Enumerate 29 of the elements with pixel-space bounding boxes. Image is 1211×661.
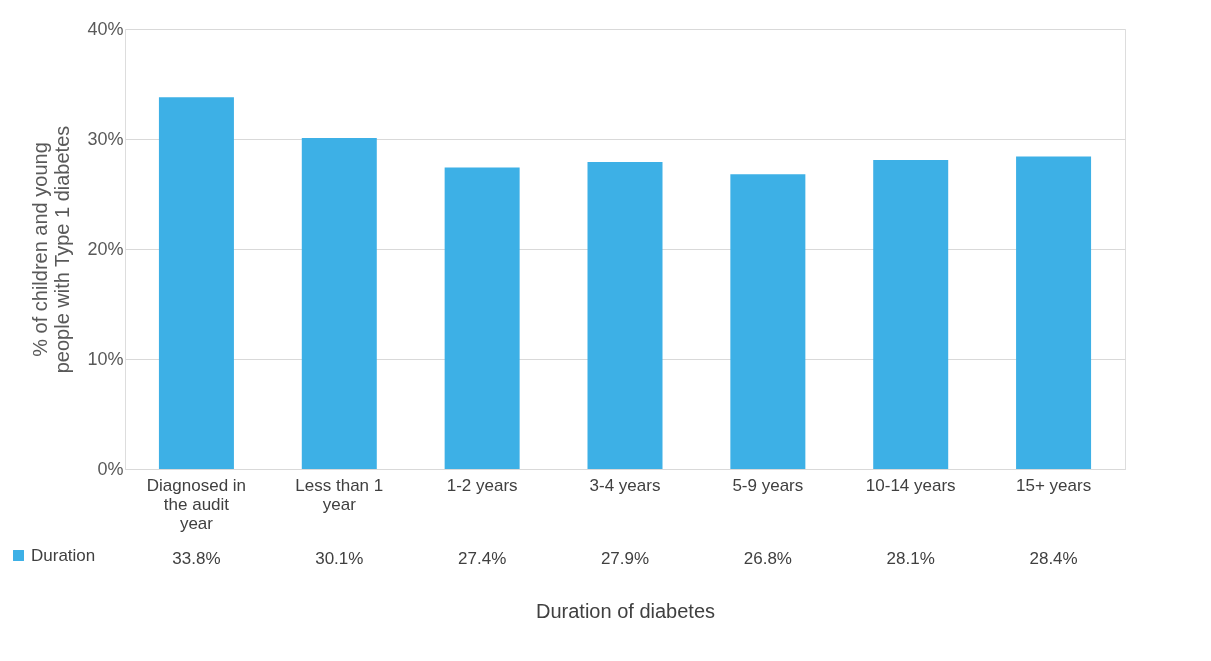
bar: [158, 97, 234, 469]
text: 27.4%: [458, 549, 507, 568]
y-tick-label: 40%: [87, 18, 124, 39]
y-axis-title: % of children and young people with Type 1 diabetes: [29, 125, 74, 374]
x-tick-label: Less than 1 year: [295, 475, 384, 514]
text: 28.1%: [886, 549, 935, 568]
bar: [1016, 156, 1092, 469]
text: 33.8%: [172, 549, 221, 568]
bar: [730, 174, 806, 469]
y-tick-label: 30%: [87, 128, 124, 149]
x-tick-label: Diagnosed in the audit year: [146, 475, 247, 533]
x-tick-label: 5-9 years: [732, 475, 804, 495]
bar: [301, 137, 377, 469]
text: 30.1%: [315, 549, 364, 568]
y-tick-label: 0%: [97, 458, 124, 479]
y-tick-label: 20%: [87, 238, 124, 259]
legend-label: Duration: [31, 545, 96, 565]
x-tick-label: 10-14 years: [865, 475, 956, 495]
x-tick-label: 15+ years: [1016, 475, 1092, 495]
x-tick-label: 3-4 years: [589, 475, 661, 495]
x-axis-title: Duration of diabetes: [535, 599, 716, 622]
bar: [873, 159, 949, 469]
bar: [444, 167, 520, 469]
bar: [587, 162, 663, 469]
text: 27.9%: [600, 549, 650, 568]
text: 26.8%: [743, 549, 792, 568]
text: 28.4%: [1029, 549, 1078, 568]
y-tick-label: 10%: [87, 348, 124, 369]
x-tick-label: 1-2 years: [446, 475, 518, 495]
